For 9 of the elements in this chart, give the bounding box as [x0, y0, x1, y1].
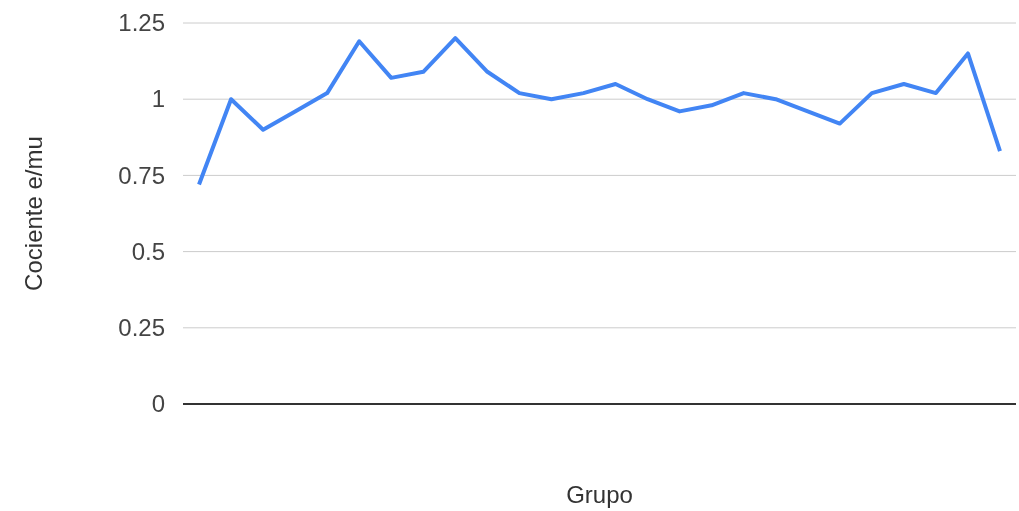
y-tick-label: 0 — [151, 390, 165, 418]
y-tick-label: 0.5 — [131, 237, 165, 265]
y-tick-label: 1 — [151, 85, 165, 113]
y-tick-label: 0.25 — [118, 313, 165, 341]
x-axis-title: Grupo — [566, 481, 633, 508]
y-tick-label: 1.25 — [118, 9, 165, 37]
line-series — [197, 36, 1002, 187]
y-axis-title: Cociente e/mu — [20, 136, 47, 291]
y-tick-label: 0.75 — [118, 161, 165, 189]
